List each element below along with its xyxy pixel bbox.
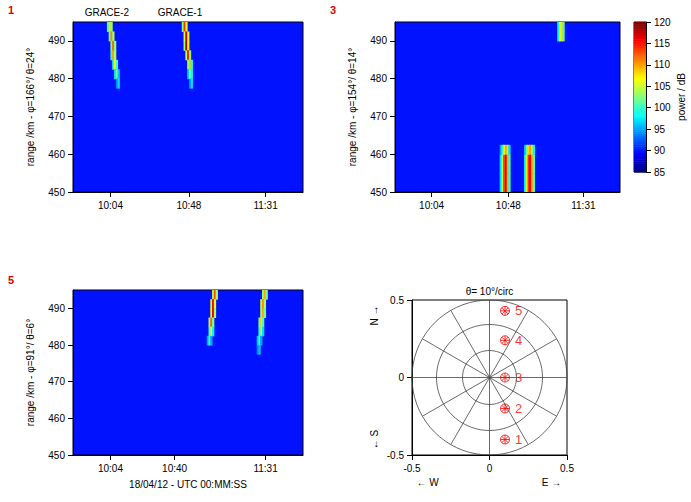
svg-text:10:48: 10:48 xyxy=(496,200,521,211)
svg-text:460: 460 xyxy=(48,413,65,424)
svg-text:10:04: 10:04 xyxy=(419,200,444,211)
svg-text:470: 470 xyxy=(48,376,65,387)
svg-text:0: 0 xyxy=(487,463,493,474)
svg-text:← S: ← S xyxy=(369,429,380,449)
svg-text:← W: ← W xyxy=(416,477,439,488)
svg-text:4: 4 xyxy=(515,332,523,348)
svg-text:11:31: 11:31 xyxy=(571,200,596,211)
svg-text:-0.5: -0.5 xyxy=(403,463,421,474)
svg-text:110: 110 xyxy=(654,59,670,70)
svg-text:450: 450 xyxy=(48,450,65,461)
svg-text:GRACE-2: GRACE-2 xyxy=(85,7,130,18)
svg-text:10:48: 10:48 xyxy=(176,200,201,211)
svg-text:115: 115 xyxy=(654,38,670,49)
svg-text:0.5: 0.5 xyxy=(390,295,404,306)
svg-text:85: 85 xyxy=(654,167,666,178)
svg-text:E →: E → xyxy=(542,477,561,488)
svg-text:5: 5 xyxy=(515,303,523,319)
svg-text:480: 480 xyxy=(48,73,65,84)
svg-text:480: 480 xyxy=(48,340,65,351)
svg-text:1: 1 xyxy=(515,432,522,447)
svg-text:θ= 10°/circ: θ= 10°/circ xyxy=(466,286,514,297)
svg-text:450: 450 xyxy=(370,187,387,198)
svg-text:490: 490 xyxy=(370,35,387,46)
svg-text:1: 1 xyxy=(8,4,14,16)
svg-text:470: 470 xyxy=(48,111,65,122)
svg-text:480: 480 xyxy=(370,73,387,84)
svg-text:18/04/12 - UTC 00:MM:SS: 18/04/12 - UTC 00:MM:SS xyxy=(129,479,247,490)
svg-text:11:31: 11:31 xyxy=(253,200,278,211)
svg-text:120: 120 xyxy=(654,17,671,28)
svg-text:power / dB: power / dB xyxy=(676,73,687,121)
svg-text:5: 5 xyxy=(8,274,14,286)
svg-text:10:04: 10:04 xyxy=(98,200,123,211)
svg-text:-0.5: -0.5 xyxy=(387,450,405,461)
svg-text:10:40: 10:40 xyxy=(162,463,187,474)
svg-text:460: 460 xyxy=(370,149,387,160)
svg-text:470: 470 xyxy=(370,111,387,122)
svg-text:range /km - φ=166°/ θ=24°: range /km - φ=166°/ θ=24° xyxy=(25,48,36,166)
svg-text:11:31: 11:31 xyxy=(253,463,278,474)
svg-text:95: 95 xyxy=(654,124,666,135)
svg-text:2: 2 xyxy=(515,401,522,416)
svg-text:105: 105 xyxy=(654,81,671,92)
svg-text:GRACE-1: GRACE-1 xyxy=(158,7,203,18)
svg-text:100: 100 xyxy=(654,102,671,113)
svg-text:490: 490 xyxy=(48,35,65,46)
svg-text:10:04: 10:04 xyxy=(98,463,123,474)
svg-text:range /km - φ=154°/ θ=14°: range /km - φ=154°/ θ=14° xyxy=(347,48,358,166)
svg-text:90: 90 xyxy=(654,145,666,156)
svg-text:N →: N → xyxy=(369,306,380,326)
svg-text:range /km - φ=91°/ θ=6°: range /km - φ=91°/ θ=6° xyxy=(25,319,36,426)
svg-text:0.5: 0.5 xyxy=(560,463,574,474)
svg-text:460: 460 xyxy=(48,149,65,160)
svg-text:450: 450 xyxy=(48,187,65,198)
svg-text:0: 0 xyxy=(398,372,404,383)
svg-text:490: 490 xyxy=(48,303,65,314)
svg-text:3: 3 xyxy=(330,4,336,16)
